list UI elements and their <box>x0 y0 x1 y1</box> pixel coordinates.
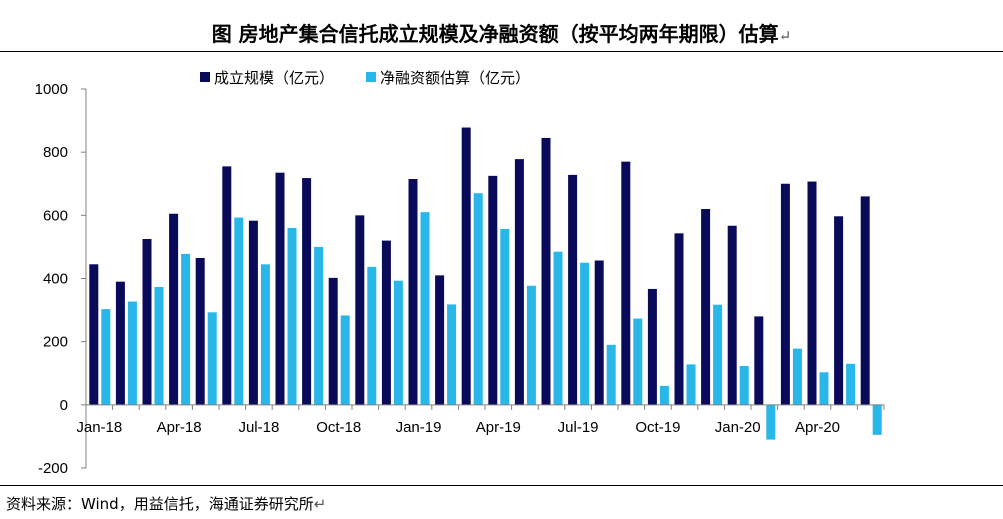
legend-item-series-a: 成立规模（亿元） <box>200 67 334 88</box>
bar-series-b-Feb-18 <box>127 301 137 405</box>
bar-series-a-Oct-18 <box>328 277 338 405</box>
bar-series-b-Jun-20 <box>872 404 882 435</box>
source-note: 资料来源：Wind，用益信托，海通证券研究所↵ <box>6 493 326 514</box>
bar-series-a-Apr-18 <box>169 213 179 405</box>
bar-series-a-Nov-19 <box>674 233 684 405</box>
bar-series-a-Jul-19 <box>568 174 578 405</box>
legend: 成立规模（亿元） 净融资额估算（亿元） <box>200 66 530 88</box>
top-rule <box>0 51 1003 52</box>
bar-series-b-Dec-19 <box>713 304 723 405</box>
bar-series-b-Oct-18 <box>340 315 350 405</box>
bar-series-a-Feb-20 <box>754 316 764 405</box>
bar-series-b-Feb-20 <box>766 404 776 440</box>
bar-series-b-Mar-19 <box>473 193 483 405</box>
x-tick-label: Apr-20 <box>795 419 840 436</box>
x-tick-label: Jul-18 <box>238 419 279 436</box>
title-bar: 图 房地产集合信托成立规模及净融资额（按平均两年期限）估算↵ <box>0 0 1003 52</box>
bar-series-a-Jun-19 <box>541 137 551 405</box>
y-tick-label: 600 <box>43 207 68 224</box>
x-tick-label: Oct-19 <box>635 419 680 436</box>
bar-series-a-Aug-19 <box>594 260 604 405</box>
y-tick-label: -200 <box>38 460 68 477</box>
bar-series-b-Mar-18 <box>154 287 164 405</box>
legend-swatch-series-a <box>200 72 210 82</box>
bar-series-b-Dec-18 <box>393 280 403 405</box>
legend-label-series-b: 净融资额估算（亿元） <box>380 68 531 87</box>
bar-series-a-Apr-19 <box>488 175 498 405</box>
bar-series-b-Jan-18 <box>101 309 111 405</box>
bar-series-b-Feb-19 <box>447 304 457 405</box>
bar-series-a-May-18 <box>195 257 205 405</box>
bar-series-a-Jun-20 <box>860 196 870 405</box>
bar-series-b-Aug-18 <box>287 227 297 405</box>
bar-series-b-Jan-20 <box>739 365 749 405</box>
source-text: 资料来源：Wind，用益信托，海通证券研究所 <box>6 495 314 513</box>
bar-series-a-Sep-18 <box>302 178 312 405</box>
y-axis: -200 0 200 400 600 800 1000 <box>35 81 87 477</box>
bottom-rule <box>0 485 1003 486</box>
return-mark-icon: ↵ <box>313 495 327 513</box>
bar-series-b-Jan-19 <box>420 212 430 405</box>
bar-series-a-Jan-20 <box>727 225 737 405</box>
bar-series-a-Jan-18 <box>89 264 99 405</box>
bar-series-a-May-19 <box>514 159 524 405</box>
bar-series-a-Jun-18 <box>222 166 232 405</box>
x-tick-label: Oct-18 <box>316 419 361 436</box>
bar-series-a-Feb-18 <box>115 281 125 405</box>
bar-series-b-Apr-19 <box>500 228 510 405</box>
bar-chart: -200 0 200 400 600 800 1000 Jan-18 Apr-18 Jul-18… <box>35 81 885 477</box>
bar-series-b-Sep-18 <box>314 246 324 405</box>
legend-item-series-b: 净融资额估算（亿元） <box>366 67 530 88</box>
bar-series-b-May-19 <box>526 285 536 405</box>
bar-series-a-Nov-18 <box>355 215 365 405</box>
x-tick-label: Jan-20 <box>715 419 761 436</box>
bar-series-a-Dec-18 <box>381 240 391 405</box>
bar-series-b-Mar-20 <box>792 348 802 405</box>
y-tick-label: 0 <box>60 397 68 414</box>
bar-series-b-Nov-18 <box>367 266 377 405</box>
bar-series-a-Aug-18 <box>275 172 285 405</box>
bar-series-a-May-20 <box>834 216 844 405</box>
bar-series-b-Oct-19 <box>659 385 669 405</box>
x-tick-label: Apr-19 <box>476 419 521 436</box>
bar-series-a-Sep-19 <box>621 161 631 405</box>
bar-series-a-Apr-20 <box>807 181 817 405</box>
bar-series-b-Apr-20 <box>819 372 829 405</box>
bar-series-a-Mar-18 <box>142 239 152 405</box>
x-tick-label: Apr-18 <box>157 419 202 436</box>
chart-title-text: 图 房地产集合信托成立规模及净融资额（按平均两年期限）估算 <box>211 22 779 46</box>
y-tick-label: 200 <box>43 334 68 351</box>
x-axis: Jan-18 Apr-18 Jul-18 Oct-18 Jan-19 Apr-19 Jul-… <box>76 404 885 436</box>
bar-series-b-May-18 <box>207 312 217 405</box>
y-tick-label: 400 <box>43 271 68 288</box>
bar-series-a-Jan-19 <box>408 179 418 405</box>
bar-series-a-Mar-19 <box>461 127 471 405</box>
legend-label-series-a: 成立规模（亿元） <box>214 68 335 87</box>
bar-series-b-Jul-19 <box>580 262 590 405</box>
bar-series-a-Mar-20 <box>780 183 790 405</box>
bar-series-a-Dec-19 <box>701 209 711 405</box>
x-tick-label: Jan-19 <box>396 419 442 436</box>
return-mark-icon: ↵ <box>778 27 792 45</box>
bar-series-b-Apr-18 <box>181 253 191 405</box>
bar-series-b-May-20 <box>846 363 856 405</box>
bar-series-b-Jun-19 <box>553 251 563 405</box>
bars <box>89 127 882 440</box>
x-tick-label: Jul-19 <box>558 419 599 436</box>
bar-series-b-Nov-19 <box>686 364 696 405</box>
chart-title: 图 房地产集合信托成立规模及净融资额（按平均两年期限）估算↵ <box>0 18 1003 47</box>
legend-swatch-series-b <box>366 72 377 82</box>
bar-series-b-Jun-18 <box>234 217 244 405</box>
bar-series-a-Oct-19 <box>647 288 657 405</box>
x-tick-label: Jan-18 <box>76 419 122 436</box>
y-tick-label: 1000 <box>35 81 68 98</box>
bar-series-b-Aug-19 <box>606 344 616 405</box>
bar-series-b-Sep-19 <box>633 318 643 405</box>
bar-series-a-Jul-18 <box>248 220 258 405</box>
bar-series-b-Jul-18 <box>260 264 270 405</box>
bar-series-a-Feb-19 <box>435 275 445 405</box>
y-tick-label: 800 <box>43 144 68 161</box>
